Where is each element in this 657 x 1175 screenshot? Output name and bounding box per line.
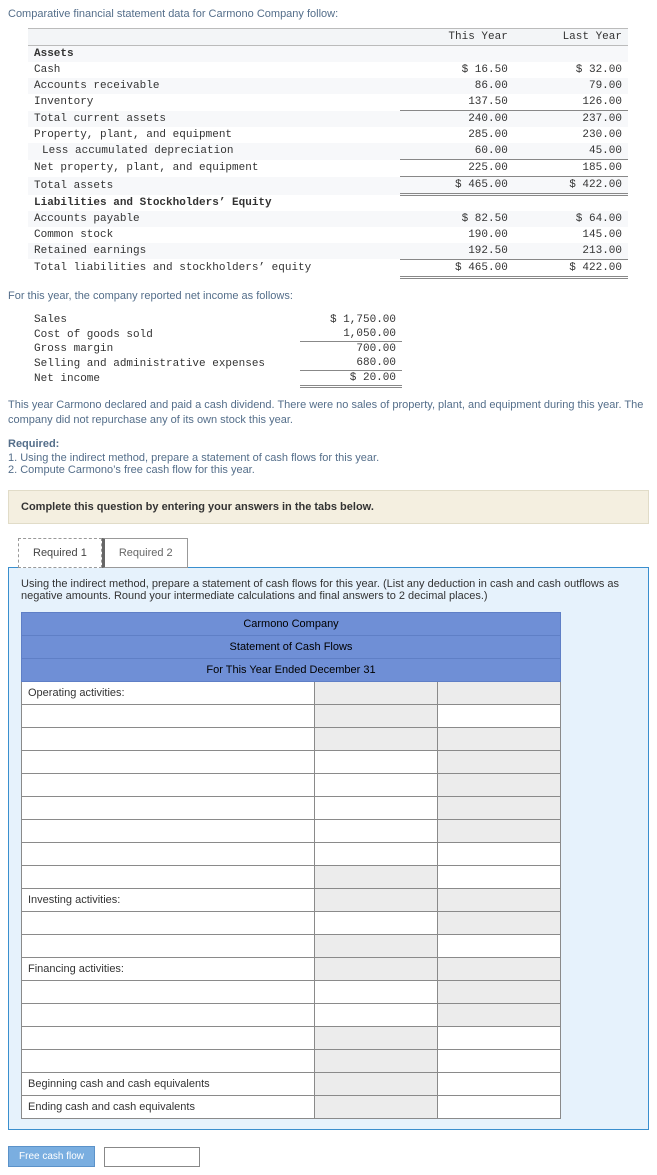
cf-fin-col2-3[interactable] — [438, 1027, 561, 1050]
req-1: 1. Using the indirect method, prepare a … — [8, 452, 649, 464]
cf-fin-col2-4[interactable] — [438, 1050, 561, 1073]
cf-op-col2-1[interactable] — [438, 705, 561, 728]
row-re: Retained earnings — [28, 243, 400, 260]
col-last-year: Last Year — [514, 29, 628, 46]
free-cash-flow-input[interactable] — [104, 1147, 200, 1167]
cf-fin-row-3[interactable] — [22, 1027, 315, 1050]
cf-beg-val[interactable] — [438, 1073, 561, 1096]
row-tca: Total current assets — [28, 111, 400, 128]
cf-company: Carmono Company — [22, 613, 561, 636]
cf-inv-col2-2[interactable] — [438, 935, 561, 958]
cf-financing: Financing activities: — [22, 958, 315, 981]
intro-text: Comparative financial statement data for… — [8, 8, 649, 20]
cf-fin-col1-2[interactable] — [315, 1004, 438, 1027]
row-cash: Cash — [28, 62, 400, 78]
col-this-year: This Year — [400, 29, 514, 46]
panel-instr: Using the indirect method, prepare a sta… — [21, 578, 383, 590]
cf-op-col1-3[interactable] — [315, 751, 438, 774]
inc-ni: Net income — [28, 371, 300, 387]
income-intro: For this year, the company reported net … — [8, 289, 649, 304]
cf-inv-col1-1[interactable] — [315, 912, 438, 935]
tab-required-2[interactable]: Required 2 — [102, 538, 188, 568]
cf-op-row-7[interactable] — [22, 843, 315, 866]
cf-op-row-1[interactable] — [22, 705, 315, 728]
liab-header: Liabilities and Stockholders’ Equity — [28, 195, 400, 211]
cf-title: Statement of Cash Flows — [22, 636, 561, 659]
assets-header: Assets — [28, 46, 400, 63]
cf-op-row-4[interactable] — [22, 774, 315, 797]
cf-end-val[interactable] — [438, 1096, 561, 1119]
cf-op-row-3[interactable] — [22, 751, 315, 774]
row-netppe: Net property, plant, and equipment — [28, 160, 400, 177]
inc-sales: Sales — [28, 313, 300, 327]
row-inv: Inventory — [28, 94, 400, 111]
cf-inv-row-2[interactable] — [22, 935, 315, 958]
cf-period: For This Year Ended December 31 — [22, 659, 561, 682]
complete-instruction-box: Complete this question by entering your … — [8, 490, 649, 524]
cf-op-col1-5[interactable] — [315, 797, 438, 820]
cf-op-row-2[interactable] — [22, 728, 315, 751]
row-total-liab: Total liabilities and stockholders’ equi… — [28, 259, 400, 277]
free-cash-flow-row: Free cash flow — [8, 1146, 649, 1167]
cf-investing: Investing activities: — [22, 889, 315, 912]
cf-beg-cash: Beginning cash and cash equivalents — [22, 1073, 315, 1096]
row-ppe: Property, plant, and equipment — [28, 127, 400, 143]
cf-fin-row-1[interactable] — [22, 981, 315, 1004]
cf-op-col1-4[interactable] — [315, 774, 438, 797]
balance-sheet-table: This Year Last Year Assets Cash$ 16.50$ … — [28, 28, 628, 279]
income-table: Sales$ 1,750.00 Cost of goods sold1,050.… — [28, 313, 402, 388]
row-ar: Accounts receivable — [28, 78, 400, 94]
narrative: This year Carmono declared and paid a ca… — [8, 398, 649, 428]
cf-end-cash: Ending cash and cash equivalents — [22, 1096, 315, 1119]
cf-op-col1-7[interactable] — [315, 843, 438, 866]
cf-inv-row-1[interactable] — [22, 912, 315, 935]
cf-fin-row-2[interactable] — [22, 1004, 315, 1027]
row-ap: Accounts payable — [28, 211, 400, 227]
row-cs: Common stock — [28, 227, 400, 243]
inc-gm: Gross margin — [28, 342, 300, 357]
cf-op-col1-6[interactable] — [315, 820, 438, 843]
required-header: Required: — [8, 438, 649, 450]
cf-op-row-5[interactable] — [22, 797, 315, 820]
req-2: 2. Compute Carmono’s free cash flow for … — [8, 464, 649, 476]
cf-op-row-6[interactable] — [22, 820, 315, 843]
cf-op-col2-8[interactable] — [438, 866, 561, 889]
tab-required-1[interactable]: Required 1 — [18, 538, 102, 568]
tab-panel: Using the indirect method, prepare a sta… — [8, 567, 649, 1130]
tabs: Required 1 Required 2 — [18, 538, 649, 568]
cf-op-col2-7[interactable] — [438, 843, 561, 866]
cf-operating: Operating activities: — [22, 682, 315, 705]
inc-cogs: Cost of goods sold — [28, 327, 300, 342]
row-total-assets: Total assets — [28, 177, 400, 195]
cf-fin-row-4[interactable] — [22, 1050, 315, 1073]
cash-flow-table: Carmono Company Statement of Cash Flows … — [21, 612, 561, 1119]
inc-sae: Selling and administrative expenses — [28, 356, 300, 371]
free-cash-flow-button[interactable]: Free cash flow — [8, 1146, 95, 1167]
row-accdep: Less accumulated depreciation — [28, 143, 400, 160]
cf-op-row-8[interactable] — [22, 866, 315, 889]
cf-fin-col1-1[interactable] — [315, 981, 438, 1004]
